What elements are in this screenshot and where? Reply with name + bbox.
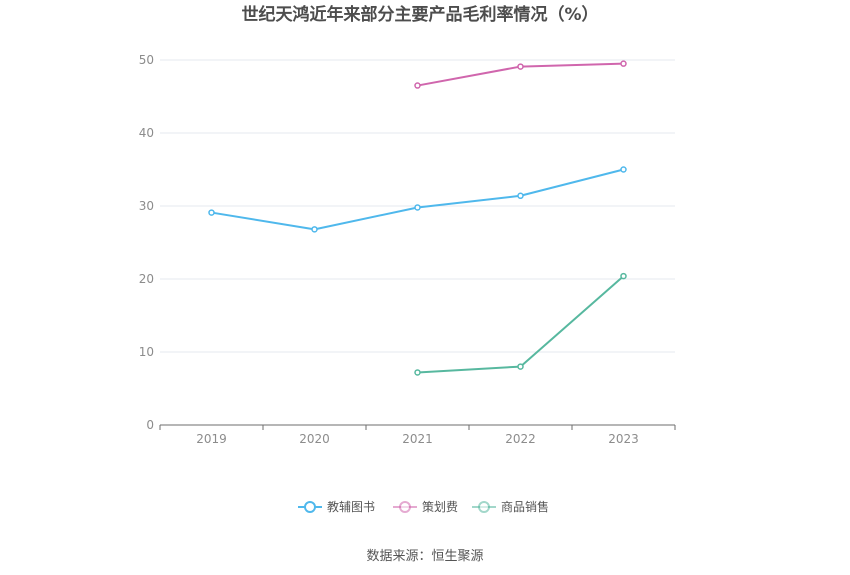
y-tick-label: 0 (146, 418, 154, 432)
chart-title: 世纪天鸿近年来部分主要产品毛利率情况（%） (241, 4, 598, 25)
series-0 (208, 166, 627, 233)
data-point[interactable] (517, 192, 524, 200)
x-tick-label: 2023 (608, 432, 639, 446)
legend-marker-icon (478, 501, 490, 513)
data-point[interactable] (620, 60, 627, 67)
legend-item[interactable]: 教辅图书 (298, 499, 375, 514)
data-point[interactable] (620, 166, 627, 173)
x-tick-label: 2021 (402, 432, 433, 446)
legend[interactable]: 教辅图书 策划费 商品销售 (298, 499, 549, 514)
series-1 (414, 60, 627, 89)
data-point[interactable] (620, 272, 627, 280)
legend-label: 策划费 (422, 500, 458, 514)
series-line (417, 275, 625, 374)
y-tick-label: 30 (139, 199, 154, 213)
x-tick-label: 2020 (299, 432, 330, 446)
data-point[interactable] (414, 204, 421, 211)
x-tick-label: 2019 (196, 432, 227, 446)
y-tick-label: 40 (139, 126, 154, 140)
data-point[interactable] (414, 82, 421, 89)
data-point[interactable] (414, 369, 421, 376)
series-line (211, 168, 624, 231)
legend-label: 教辅图书 (327, 499, 375, 514)
legend-item[interactable]: 商品销售 (472, 499, 549, 514)
data-point[interactable] (517, 363, 524, 370)
data-source-note: 数据来源：恒生聚源 (366, 549, 483, 564)
axes: 0 10 20 30 40 50 2019 2020 2021 2022 2023 (139, 53, 676, 446)
data-point[interactable] (311, 226, 318, 233)
y-tick-label: 10 (139, 345, 154, 359)
data-point[interactable] (208, 209, 215, 216)
legend-label: 商品销售 (501, 499, 549, 514)
series-2 (414, 272, 627, 376)
series-lines (208, 60, 627, 376)
legend-item[interactable]: 策划费 (393, 500, 458, 514)
legend-marker-icon (399, 501, 411, 513)
data-point[interactable] (517, 63, 524, 70)
y-tick-label: 50 (139, 53, 154, 67)
y-tick-label: 20 (139, 272, 154, 286)
x-tick-label: 2022 (505, 432, 536, 446)
legend-marker-icon (304, 501, 316, 513)
